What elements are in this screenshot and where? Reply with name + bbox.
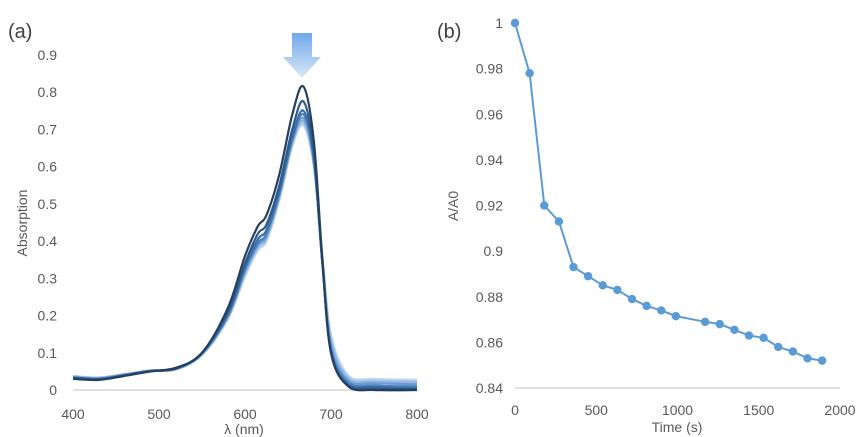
panel-b-data-point (569, 262, 578, 272)
panel-b-x-axis-title: Time (s) (652, 419, 703, 435)
panel-b-data-point (510, 18, 520, 28)
panel-b-x-tick-label: 1000 (662, 402, 693, 418)
panel-b-data-point (554, 217, 564, 226)
panel-a-series-line-8 (72, 123, 418, 381)
panel-b-y-tick-label: 0.98 (476, 61, 503, 77)
panel-a-series (72, 84, 418, 392)
panel-b-data-point (627, 294, 637, 304)
panel-b-data-point (657, 306, 666, 315)
panel-a-x-tick-label: 700 (319, 406, 343, 422)
panel-a-x-tick-label: 600 (233, 406, 257, 422)
panel-a-y-tick-label: 0.3 (38, 270, 58, 286)
chart-panel-b: (b) A/A0 Time (s) 0 500 1000 1500 2000 0.84 0.… (437, 15, 856, 435)
panel-b-y-axis-title: A/A0 (445, 191, 461, 222)
chart-panel-a: (a) Absorption λ (nm) 400 500 600 700 800 0 0.… (8, 21, 429, 437)
panel-b-y-tick-label: 0.9 (484, 243, 504, 259)
panel-a-y-tick-label: 0.6 (38, 159, 58, 175)
panel-b-data-point (715, 319, 724, 329)
panel-a-y-tick-label: 0.5 (38, 196, 58, 212)
panel-a-series-line-4 (72, 112, 418, 388)
panel-b-data-point (803, 354, 812, 363)
panel-b-tick-labels: 0 500 1000 1500 2000 0.84 0.86 0.88 0.9 0.92 0.94 0… (476, 15, 856, 418)
panel-b-data-point (774, 342, 783, 352)
panel-a-y-tick-label: 0.8 (38, 84, 58, 100)
panel-b-data-point (583, 272, 593, 281)
panel-a-y-tick-label: 0.7 (38, 121, 58, 137)
panel-a-y-tick-label: 0.2 (38, 308, 58, 324)
panel-b-data-point (598, 281, 607, 290)
panel-b-y-tick-label: 0.92 (476, 198, 503, 214)
panel-a-y-axis-title: Absorption (14, 190, 30, 257)
panel-b-y-tick-label: 0.84 (476, 380, 503, 396)
panel-b-x-tick-label: 1500 (743, 402, 774, 418)
panel-a-series-line-6 (72, 119, 418, 384)
panel-b-data-point (788, 347, 798, 356)
panel-b-x-tick-label: 2000 (824, 402, 855, 418)
panel-a-series-line-5 (72, 116, 418, 386)
panel-b-data-point (744, 331, 754, 340)
panel-b-y-tick-label: 0.86 (476, 334, 503, 350)
down-arrow-icon (283, 33, 321, 78)
panel-a-y-tick-label: 0.4 (38, 233, 58, 249)
panel-a-x-axis-title: λ (nm) (224, 421, 264, 437)
panel-b-data-point (613, 285, 622, 295)
panel-a-series-line-7 (72, 122, 418, 383)
panel-a-x-tick-label: 400 (61, 406, 85, 422)
panel-a-tick-labels: 400 500 600 700 800 0 0.1 0.2 0.3 0.4 0.5 0.6 0.7 0.8… (38, 47, 429, 422)
panel-a-y-tick-label: 0 (49, 382, 57, 398)
panel-b-label: (b) (437, 21, 461, 43)
panel-a-y-tick-label: 0.1 (38, 345, 58, 361)
panel-a-x-tick-label: 500 (147, 406, 171, 422)
panel-b-data-point (642, 301, 651, 311)
panel-b-x-tick-label: 0 (511, 402, 519, 418)
panel-b-series-line (514, 22, 823, 362)
panel-b-data-point (525, 68, 534, 78)
panel-b-x-tick-label: 500 (585, 402, 609, 418)
panel-a-y-tick-label: 0.9 (38, 47, 58, 63)
panel-b-y-tick-label: 0.96 (476, 106, 503, 122)
panel-b-data-point (540, 201, 549, 210)
panel-a-series-line-2 (72, 99, 418, 391)
panel-a-series-line-1 (72, 84, 418, 392)
panel-a-series-line-3 (72, 109, 418, 390)
panel-b-data-point (671, 311, 681, 321)
down-arrow-shape (283, 33, 321, 78)
panel-a-x-tick-label: 800 (405, 406, 429, 422)
panel-b-series (510, 18, 827, 365)
panel-b-data-point (817, 356, 827, 365)
panel-b-y-tick-label: 0.88 (476, 289, 503, 305)
panel-b-y-tick-label: 1 (495, 15, 503, 31)
panel-b-data-point (730, 325, 739, 335)
panel-b-y-tick-label: 0.94 (476, 152, 503, 168)
panel-b-data-point (759, 333, 768, 343)
panel-a-label: (a) (8, 21, 32, 43)
panel-b-data-point (700, 317, 710, 327)
